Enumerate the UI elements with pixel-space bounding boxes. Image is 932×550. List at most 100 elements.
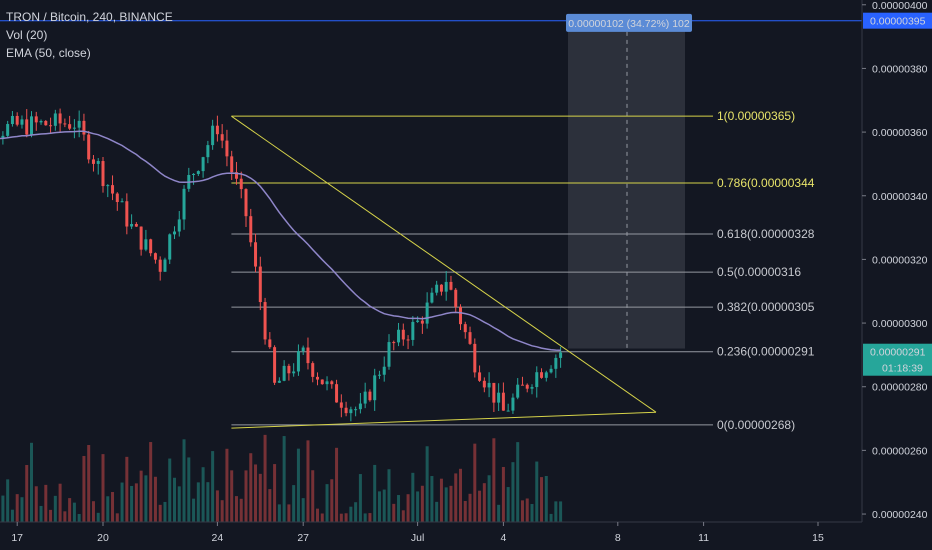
- descending-trendline[interactable]: [231, 115, 657, 413]
- candle-body[interactable]: [420, 320, 424, 324]
- candle-body[interactable]: [454, 289, 458, 307]
- candle-body[interactable]: [501, 392, 505, 411]
- candle-body[interactable]: [401, 329, 405, 340]
- candle-body[interactable]: [44, 120, 48, 126]
- symbol-title[interactable]: TRON / Bitcoin, 240, BINANCE: [6, 10, 173, 24]
- candle-body[interactable]: [311, 363, 315, 377]
- candle-body[interactable]: [49, 125, 53, 127]
- candle-body[interactable]: [211, 125, 215, 146]
- candle-body[interactable]: [82, 120, 86, 135]
- candle-body[interactable]: [230, 156, 234, 173]
- candle-body[interactable]: [144, 239, 148, 250]
- candle-body[interactable]: [53, 113, 57, 126]
- candle-body[interactable]: [544, 372, 548, 378]
- candle-body[interactable]: [134, 224, 138, 227]
- candle-body[interactable]: [1, 135, 5, 139]
- candle-body[interactable]: [268, 339, 272, 348]
- candle-body[interactable]: [15, 115, 19, 125]
- candle-body[interactable]: [34, 116, 38, 123]
- candle-body[interactable]: [282, 365, 286, 381]
- candle-body[interactable]: [125, 201, 129, 227]
- candle-body[interactable]: [363, 391, 367, 404]
- candle-body[interactable]: [377, 374, 381, 376]
- candle-body[interactable]: [506, 410, 510, 412]
- candle-body[interactable]: [439, 284, 443, 292]
- candle-body[interactable]: [239, 178, 243, 190]
- candle-body[interactable]: [173, 231, 176, 235]
- candle-body[interactable]: [473, 343, 477, 373]
- candle-body[interactable]: [244, 189, 248, 217]
- candle-body[interactable]: [296, 351, 300, 372]
- candle-body[interactable]: [273, 347, 277, 383]
- candle-body[interactable]: [325, 381, 329, 385]
- candle-body[interactable]: [330, 381, 334, 385]
- candle-body[interactable]: [20, 119, 24, 125]
- candle-body[interactable]: [182, 188, 186, 220]
- candle-body[interactable]: [6, 124, 10, 136]
- candle-body[interactable]: [25, 119, 29, 135]
- candle-body[interactable]: [554, 357, 558, 369]
- candle-body[interactable]: [158, 259, 162, 272]
- candle-body[interactable]: [406, 339, 410, 341]
- candle-body[interactable]: [192, 173, 196, 176]
- candle-body[interactable]: [153, 253, 157, 260]
- candle-body[interactable]: [320, 379, 324, 385]
- candle-body[interactable]: [63, 123, 67, 125]
- candle-body[interactable]: [287, 365, 291, 374]
- candle-body[interactable]: [115, 193, 119, 203]
- candle-body[interactable]: [339, 402, 343, 408]
- candle-body[interactable]: [163, 259, 167, 272]
- candle-body[interactable]: [516, 384, 520, 398]
- volume-indicator-label[interactable]: Vol (20): [6, 28, 48, 42]
- candle-body[interactable]: [101, 161, 105, 187]
- candle-body[interactable]: [525, 384, 529, 389]
- candle-body[interactable]: [306, 347, 310, 364]
- candle-body[interactable]: [540, 372, 544, 378]
- candle-body[interactable]: [220, 134, 224, 141]
- candle-body[interactable]: [444, 281, 448, 292]
- candle-body[interactable]: [497, 392, 501, 403]
- candle-body[interactable]: [478, 372, 482, 381]
- candle-body[interactable]: [549, 368, 553, 373]
- candle-body[interactable]: [349, 409, 353, 414]
- candle-body[interactable]: [292, 371, 296, 374]
- candle-body[interactable]: [316, 376, 319, 380]
- candle-body[interactable]: [358, 403, 362, 410]
- candle-body[interactable]: [463, 324, 467, 333]
- candle-body[interactable]: [215, 125, 219, 135]
- candle-body[interactable]: [68, 124, 72, 129]
- candle-body[interactable]: [263, 302, 267, 340]
- candle-body[interactable]: [277, 380, 281, 383]
- candle-body[interactable]: [435, 284, 439, 293]
- candle-body[interactable]: [354, 409, 358, 411]
- candle-body[interactable]: [459, 306, 462, 325]
- candle-body[interactable]: [373, 375, 377, 401]
- candle-body[interactable]: [425, 302, 429, 324]
- candle-body[interactable]: [492, 382, 496, 403]
- candle-body[interactable]: [382, 366, 386, 375]
- candle-body[interactable]: [249, 216, 253, 243]
- candle-body[interactable]: [206, 145, 210, 158]
- candle-body[interactable]: [482, 380, 486, 388]
- candle-body[interactable]: [416, 320, 420, 322]
- candle-body[interactable]: [392, 342, 396, 344]
- candle-body[interactable]: [39, 120, 43, 123]
- candle-body[interactable]: [344, 407, 348, 414]
- candle-body[interactable]: [234, 172, 238, 179]
- candle-body[interactable]: [177, 219, 181, 232]
- candle-body[interactable]: [487, 382, 491, 388]
- candle-body[interactable]: [10, 115, 14, 125]
- ascending-trendline[interactable]: [231, 411, 657, 429]
- candle-body[interactable]: [168, 234, 172, 260]
- candle-body[interactable]: [201, 157, 205, 172]
- candle-body[interactable]: [91, 159, 95, 164]
- candle-body[interactable]: [87, 134, 91, 160]
- candle-body[interactable]: [77, 120, 81, 128]
- candle-body[interactable]: [511, 397, 515, 411]
- candle-body[interactable]: [30, 116, 33, 135]
- candle-body[interactable]: [130, 224, 134, 227]
- candle-body[interactable]: [96, 161, 100, 164]
- candle-body[interactable]: [559, 352, 563, 358]
- candle-body[interactable]: [120, 201, 124, 203]
